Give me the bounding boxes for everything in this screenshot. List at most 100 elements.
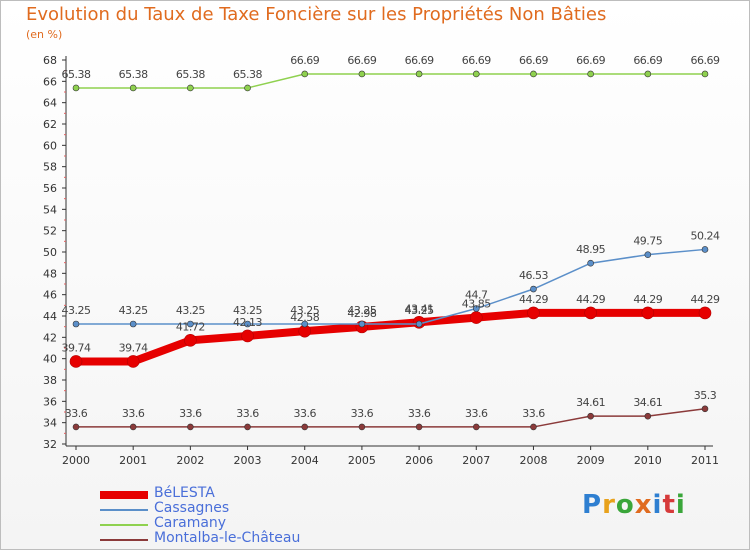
data-point [301, 423, 309, 431]
x-tick-label: 2001 [119, 454, 147, 467]
y-tick-label: 52 [43, 225, 57, 238]
data-label: 43.41 [405, 302, 434, 315]
data-point [701, 70, 709, 78]
data-point [472, 70, 480, 78]
data-label: 41.72 [176, 320, 205, 333]
data-point [301, 70, 309, 78]
data-point [415, 320, 423, 328]
legend-label: Cassagnes [154, 500, 230, 516]
data-point [469, 311, 483, 324]
data-point [415, 423, 423, 431]
data-label: 66.69 [347, 54, 376, 67]
brand-logo: Proxiti [582, 490, 686, 520]
data-point [587, 70, 594, 78]
x-tick-label: 2011 [691, 454, 719, 467]
legend-label: BéLESTA [154, 485, 215, 501]
y-tick-label: 36 [43, 395, 57, 408]
y-tick-label: 38 [43, 374, 57, 387]
y-tick-label: 42 [43, 331, 57, 344]
data-point [187, 423, 194, 431]
data-point [129, 320, 137, 328]
y-tick-label: 50 [43, 246, 57, 259]
x-tick-label: 2004 [291, 454, 319, 467]
y-tick-label: 40 [43, 353, 57, 366]
legend-swatch [100, 491, 148, 499]
data-label: 43.85 [462, 298, 491, 311]
data-label: 49.75 [633, 235, 662, 248]
legend-swatch [100, 539, 148, 541]
y-tick-label: 54 [43, 203, 57, 216]
data-point [72, 320, 80, 328]
legend-label: Montalba-le-Château [154, 530, 301, 546]
y-tick-label: 68 [43, 54, 57, 67]
series-line [75, 408, 706, 428]
data-label: 42.58 [290, 311, 319, 324]
data-label: 33.6 [179, 407, 202, 420]
x-tick-label: 2009 [577, 454, 605, 467]
y-tick-label: 66 [43, 75, 57, 88]
data-label: 43.25 [405, 304, 434, 317]
x-tick-label: 2010 [634, 454, 662, 467]
data-label: 34.61 [633, 396, 662, 409]
data-label: 43.25 [176, 304, 205, 317]
x-tick-label: 2006 [405, 454, 433, 467]
data-point [241, 329, 254, 343]
data-label: 33.6 [122, 407, 145, 420]
data-point [72, 423, 80, 431]
legend-label: Caramany [154, 515, 227, 531]
data-label: 33.6 [351, 407, 374, 420]
data-point [644, 251, 652, 258]
y-tick-label: 44 [43, 310, 57, 323]
data-point [701, 405, 709, 413]
data-point [530, 423, 537, 431]
x-tick-label: 2002 [176, 454, 204, 467]
data-label: 39.74 [62, 341, 91, 354]
data-label: 65.38 [119, 68, 148, 81]
x-tick-label: 2005 [348, 454, 376, 467]
data-point [472, 305, 480, 312]
data-label: 44.29 [691, 293, 720, 306]
x-tick-label: 2007 [462, 454, 490, 467]
data-label: 46.53 [519, 269, 548, 282]
y-tick-label: 48 [43, 267, 57, 280]
data-point [701, 246, 709, 253]
y-tick-label: 58 [43, 161, 57, 174]
data-point [587, 412, 594, 420]
data-point [358, 320, 366, 328]
data-point [72, 84, 80, 92]
y-tick-label: 56 [43, 182, 57, 195]
data-label: 33.6 [293, 407, 316, 420]
data-label: 66.69 [405, 54, 434, 67]
series-line [75, 248, 706, 325]
x-tick-label: 2008 [519, 454, 547, 467]
data-label: 33.6 [236, 407, 259, 420]
data-label: 65.38 [62, 68, 91, 81]
data-label: 43.25 [290, 304, 319, 317]
data-label: 42.13 [233, 316, 262, 329]
y-tick-label: 62 [43, 118, 57, 131]
data-point [69, 355, 83, 368]
data-point [126, 355, 140, 368]
data-point [527, 306, 540, 320]
data-point [129, 84, 137, 92]
legend-swatch [100, 524, 148, 526]
data-label: 48.95 [576, 243, 605, 256]
data-label: 33.6 [65, 407, 88, 420]
data-point [644, 70, 652, 78]
data-label: 66.69 [633, 54, 662, 67]
data-label: 43.25 [347, 304, 376, 317]
data-label: 43.25 [62, 304, 91, 317]
x-tick-label: 2000 [62, 454, 90, 467]
data-point [641, 306, 655, 320]
data-label: 33.6 [465, 407, 488, 420]
data-label: 33.6 [408, 407, 431, 420]
data-point [530, 285, 537, 293]
data-label: 35.3 [694, 389, 717, 402]
series-line [75, 73, 706, 89]
data-point [244, 84, 251, 92]
data-label: 66.69 [462, 54, 491, 67]
legend-swatch [100, 509, 148, 511]
data-point [698, 306, 712, 320]
